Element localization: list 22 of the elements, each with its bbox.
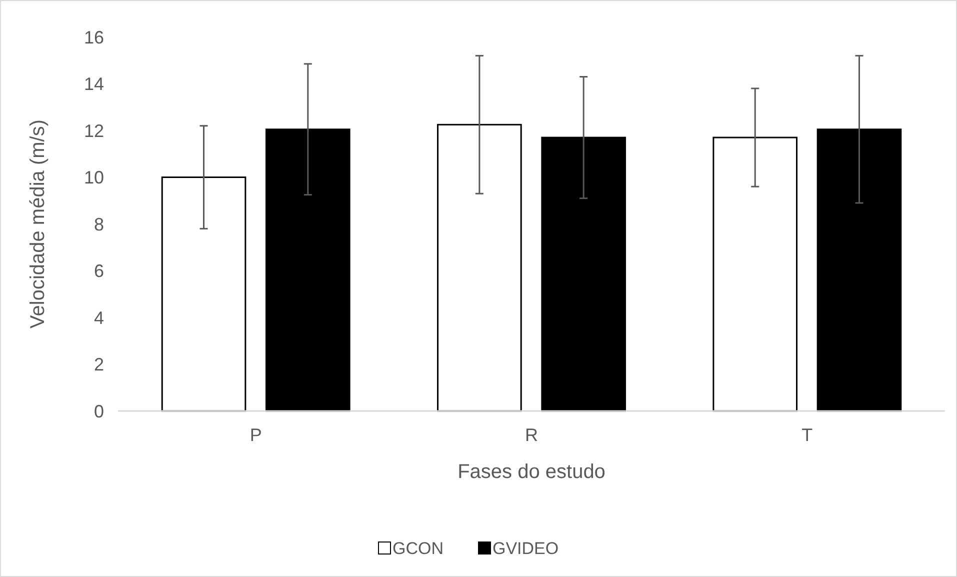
bar — [712, 136, 798, 412]
x-tick-label: P — [250, 425, 262, 445]
y-tick-label: 12 — [84, 120, 104, 141]
x-axis-title: Fases do estudo — [458, 461, 606, 483]
y-tick-label: 0 — [94, 401, 104, 422]
bar — [816, 128, 902, 412]
y-axis-title: Velocidade média (m/s) — [27, 120, 49, 328]
bar — [541, 136, 626, 412]
y-tick-label: 14 — [84, 74, 104, 94]
y-tick-label: 16 — [84, 27, 104, 48]
legend-label: GVIDEO — [492, 538, 559, 558]
legend-label: GCON — [392, 538, 444, 558]
y-tick-label: 6 — [94, 261, 104, 282]
bar — [161, 176, 246, 412]
x-tick-label: R — [525, 425, 538, 445]
bar — [265, 128, 350, 412]
y-tick-label: 4 — [94, 308, 104, 328]
y-tick-label: 2 — [94, 354, 104, 375]
x-tick-label: T — [802, 425, 813, 445]
bar — [437, 124, 522, 412]
y-tick-label: 8 — [94, 214, 104, 234]
y-tick-label: 10 — [84, 168, 104, 188]
